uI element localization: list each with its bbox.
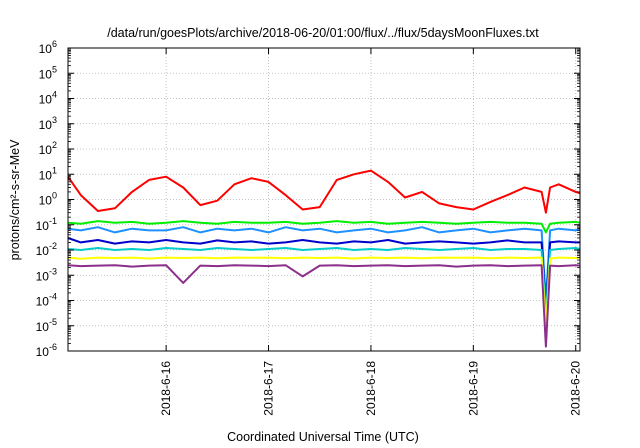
- series-line-5: [67, 247, 581, 315]
- y-tick-label: 102: [39, 140, 57, 157]
- y-tick-label: 101: [39, 165, 57, 182]
- x-tick-labels: 2018-6-16 2018-6-17 2018-6-18 2018-6-19 2018…: [159, 361, 583, 416]
- y-tick-label: 10-2: [36, 241, 57, 258]
- y-tick-label: 10-5: [36, 317, 57, 334]
- series-line-3: [67, 226, 581, 302]
- x-tick-label: 2018-6-17: [262, 361, 276, 416]
- chart-title: /data/run/goesPlots/archive/2018-06-20/0…: [107, 26, 539, 40]
- data-series: [67, 169, 581, 348]
- x-tick-label: 2018-6-20: [569, 361, 583, 416]
- y-tick-label: 100: [39, 191, 57, 208]
- y-tick-label: 10-4: [36, 292, 57, 309]
- y-axis-label: protons/cm²-s-sr-MeV: [8, 139, 22, 261]
- y-tick-label: 10-3: [36, 266, 57, 283]
- series-line-1: [67, 169, 581, 214]
- axis-ticks: [68, 47, 580, 352]
- y-tick-label: 105: [39, 64, 57, 81]
- series-line-4: [67, 237, 580, 310]
- series-line-7: [67, 264, 581, 348]
- y-tick-labels: 10-6 10-5 10-4 10-3 10-2 10-1 100 101 102 103 104 1…: [36, 39, 57, 359]
- x-axis-label: Coordinated Universal Time (UTC): [227, 430, 419, 444]
- series-line-2: [67, 220, 581, 234]
- y-tick-label: 10-6: [36, 342, 57, 359]
- series-line-6: [67, 256, 581, 330]
- x-tick-label: 2018-6-19: [466, 361, 480, 416]
- y-tick-label: 103: [39, 115, 57, 132]
- y-tick-label: 10-1: [36, 216, 57, 233]
- x-tick-label: 2018-6-18: [364, 361, 378, 416]
- y-tick-label: 104: [39, 90, 57, 107]
- x-tick-label: 2018-6-16: [159, 361, 173, 416]
- y-tick-label: 106: [39, 39, 57, 56]
